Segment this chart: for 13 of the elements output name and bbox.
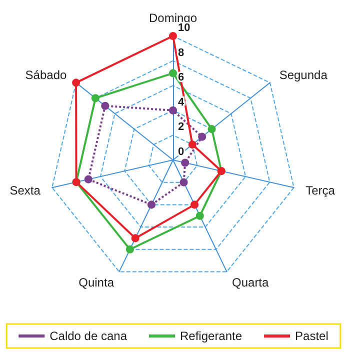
y-tick-label: 10 [178,22,190,34]
legend-label: Caldo de cana [50,329,128,343]
spoke-label: Terça [306,183,336,198]
y-tick-label: 4 [178,96,185,108]
spoke-label: Quinta [78,276,114,290]
spoke-label: Segunda [279,68,328,82]
y-tick-label: 8 [178,46,184,59]
legend-label: Pastel [295,329,328,343]
legend-label: Refigerante [180,329,242,343]
spoke-label: Sábado [25,68,67,82]
spoke-label: Quarta [232,276,270,290]
y-tick-label: 2 [178,121,184,134]
spoke-label: Sexta [10,183,41,198]
